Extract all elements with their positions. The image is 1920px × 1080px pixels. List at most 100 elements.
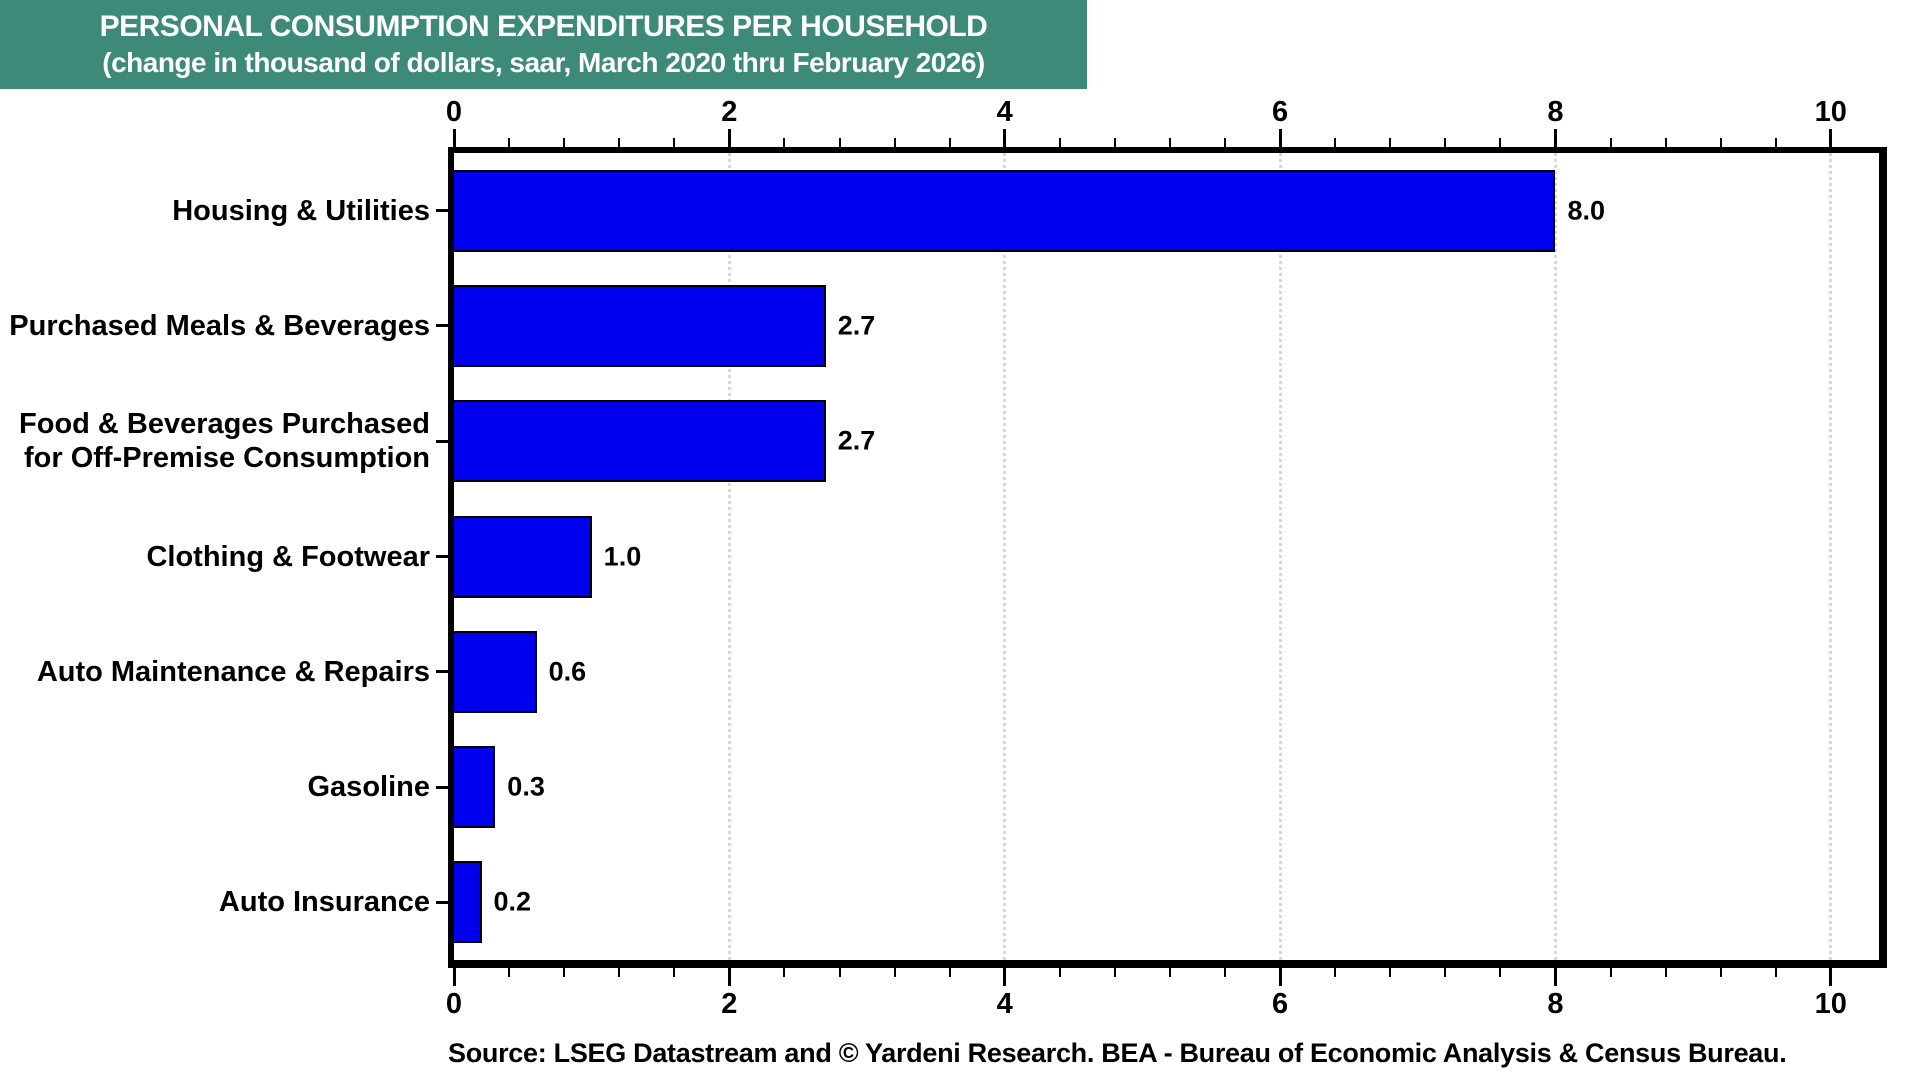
- top-major-tick-0: [452, 129, 456, 147]
- bottom-axis-label-0: 0: [445, 988, 463, 1020]
- category-label-6: Auto Insurance: [0, 885, 430, 919]
- top-minor-tick: [508, 138, 511, 147]
- bar-value-label-1: 2.7: [837, 310, 876, 341]
- category-tick-6: [436, 900, 448, 904]
- bottom-minor-tick: [618, 968, 621, 977]
- bar-value-label-0: 8.0: [1567, 195, 1605, 226]
- top-minor-tick: [1609, 138, 1612, 147]
- bottom-major-tick-8: [1553, 968, 1557, 986]
- top-minor-tick: [1664, 138, 1667, 147]
- bottom-major-tick-2: [727, 968, 731, 986]
- category-label-0: Housing & Utilities: [0, 194, 430, 228]
- gridline-x-10: [1829, 153, 1833, 960]
- bottom-major-tick-4: [1003, 968, 1007, 986]
- top-axis-label-4: 4: [996, 96, 1013, 128]
- bar-value-label-3: 1.0: [603, 541, 642, 571]
- top-minor-tick: [1774, 138, 1777, 147]
- top-minor-tick: [1499, 138, 1502, 147]
- top-minor-tick: [1389, 138, 1392, 147]
- bar-value-label-2: 2.7: [837, 425, 876, 456]
- bottom-minor-tick: [508, 968, 511, 977]
- top-axis-ticks: [448, 129, 1887, 147]
- category-tick-0: [436, 209, 448, 213]
- category-label-4: Auto Maintenance & Repairs: [0, 655, 430, 689]
- bottom-minor-tick: [893, 968, 896, 977]
- bottom-minor-tick: [1224, 968, 1226, 977]
- category-tick-3: [436, 555, 448, 558]
- bar-4: [454, 630, 537, 713]
- bottom-minor-tick: [1389, 968, 1392, 977]
- top-axis-label-0: 0: [445, 96, 463, 128]
- category-label-line: Clothing & Footwear: [146, 540, 430, 573]
- category-label-line: Purchased Meals & Beverages: [9, 309, 430, 342]
- bottom-major-tick-0: [452, 968, 456, 986]
- source-note: Source: LSEG Datastream and © Yardeni Re…: [448, 1038, 1787, 1068]
- bar-0: [454, 169, 1556, 252]
- bottom-minor-tick: [1058, 968, 1061, 977]
- bottom-major-tick-10: [1829, 968, 1833, 986]
- category-label-line: Auto Maintenance & Repairs: [36, 655, 430, 688]
- gridline-x-6: [1278, 153, 1282, 960]
- top-minor-tick: [563, 138, 566, 147]
- bottom-axis-label-2: 2: [721, 988, 738, 1020]
- category-label-line: Gasoline: [307, 771, 431, 804]
- top-minor-tick: [1113, 138, 1116, 147]
- category-tick-2: [436, 439, 448, 443]
- bottom-minor-tick: [563, 968, 566, 977]
- top-minor-tick: [948, 138, 951, 147]
- bottom-axis-ticks: [448, 968, 1887, 986]
- chart-title-banner: PERSONAL CONSUMPTION EXPENDITURES PER HO…: [0, 0, 1087, 89]
- category-label-line: Housing & Utilities: [172, 194, 430, 227]
- gridline-x-8: [1553, 153, 1557, 960]
- top-axis-label-2: 2: [721, 96, 738, 128]
- bottom-minor-tick: [1444, 968, 1447, 977]
- top-axis-label-8: 8: [1547, 96, 1564, 128]
- bottom-axis-label-8: 8: [1547, 988, 1564, 1020]
- bottom-axis-label-6: 6: [1272, 988, 1289, 1020]
- chart-title: PERSONAL CONSUMPTION EXPENDITURES PER HO…: [99, 10, 988, 43]
- top-minor-tick: [1058, 138, 1061, 147]
- top-major-tick-4: [1003, 129, 1007, 147]
- bar-5: [454, 746, 496, 829]
- top-minor-tick: [618, 138, 621, 147]
- plot-area: 8.0 2.7 2.7 1.0 0.6 0.3 0.2: [448, 147, 1887, 968]
- bottom-minor-tick: [1499, 968, 1502, 977]
- bottom-minor-tick: [838, 968, 841, 977]
- bottom-minor-tick: [1334, 968, 1337, 977]
- bottom-minor-tick: [1774, 968, 1777, 977]
- bottom-axis-label-10: 10: [1814, 988, 1847, 1020]
- bottom-axis-label-4: 4: [996, 988, 1013, 1020]
- category-label-line: Food & Beverages Purchased: [19, 408, 430, 441]
- bottom-major-tick-6: [1278, 968, 1282, 986]
- bar-value-label-4: 0.6: [548, 656, 587, 687]
- top-minor-tick: [783, 138, 786, 147]
- bar-1: [454, 284, 826, 367]
- top-minor-tick: [1444, 138, 1447, 147]
- top-minor-tick: [838, 138, 841, 147]
- gridline-x-4: [1003, 153, 1007, 960]
- top-minor-tick: [1224, 138, 1226, 147]
- bar-value-label-6: 0.2: [493, 886, 532, 917]
- category-label-2: Food & Beverages Purchased for Off-Premis…: [0, 407, 430, 475]
- category-label-3: Clothing & Footwear: [0, 540, 430, 574]
- top-major-tick-10: [1829, 129, 1833, 147]
- category-label-line: Auto Insurance: [218, 886, 430, 919]
- bottom-minor-tick: [1609, 968, 1612, 977]
- bottom-minor-tick: [783, 968, 786, 977]
- category-tick-1: [436, 324, 448, 328]
- bottom-minor-tick: [1664, 968, 1667, 977]
- top-minor-tick: [673, 138, 676, 147]
- chart-subtitle: (change in thousand of dollars, saar, Ma…: [102, 47, 985, 78]
- bottom-minor-tick: [1168, 968, 1171, 977]
- bar-6: [454, 861, 482, 944]
- top-minor-tick: [893, 138, 896, 147]
- bar-2: [454, 400, 826, 483]
- top-axis-label-6: 6: [1272, 96, 1289, 128]
- top-major-tick-6: [1278, 129, 1282, 147]
- bar-value-label-5: 0.3: [507, 771, 545, 802]
- top-minor-tick: [1719, 138, 1722, 147]
- bottom-minor-tick: [673, 968, 676, 977]
- category-label-line: for Off-Premise Consumption: [23, 442, 430, 475]
- category-label-1: Purchased Meals & Beverages: [0, 309, 430, 343]
- top-major-tick-2: [727, 129, 731, 147]
